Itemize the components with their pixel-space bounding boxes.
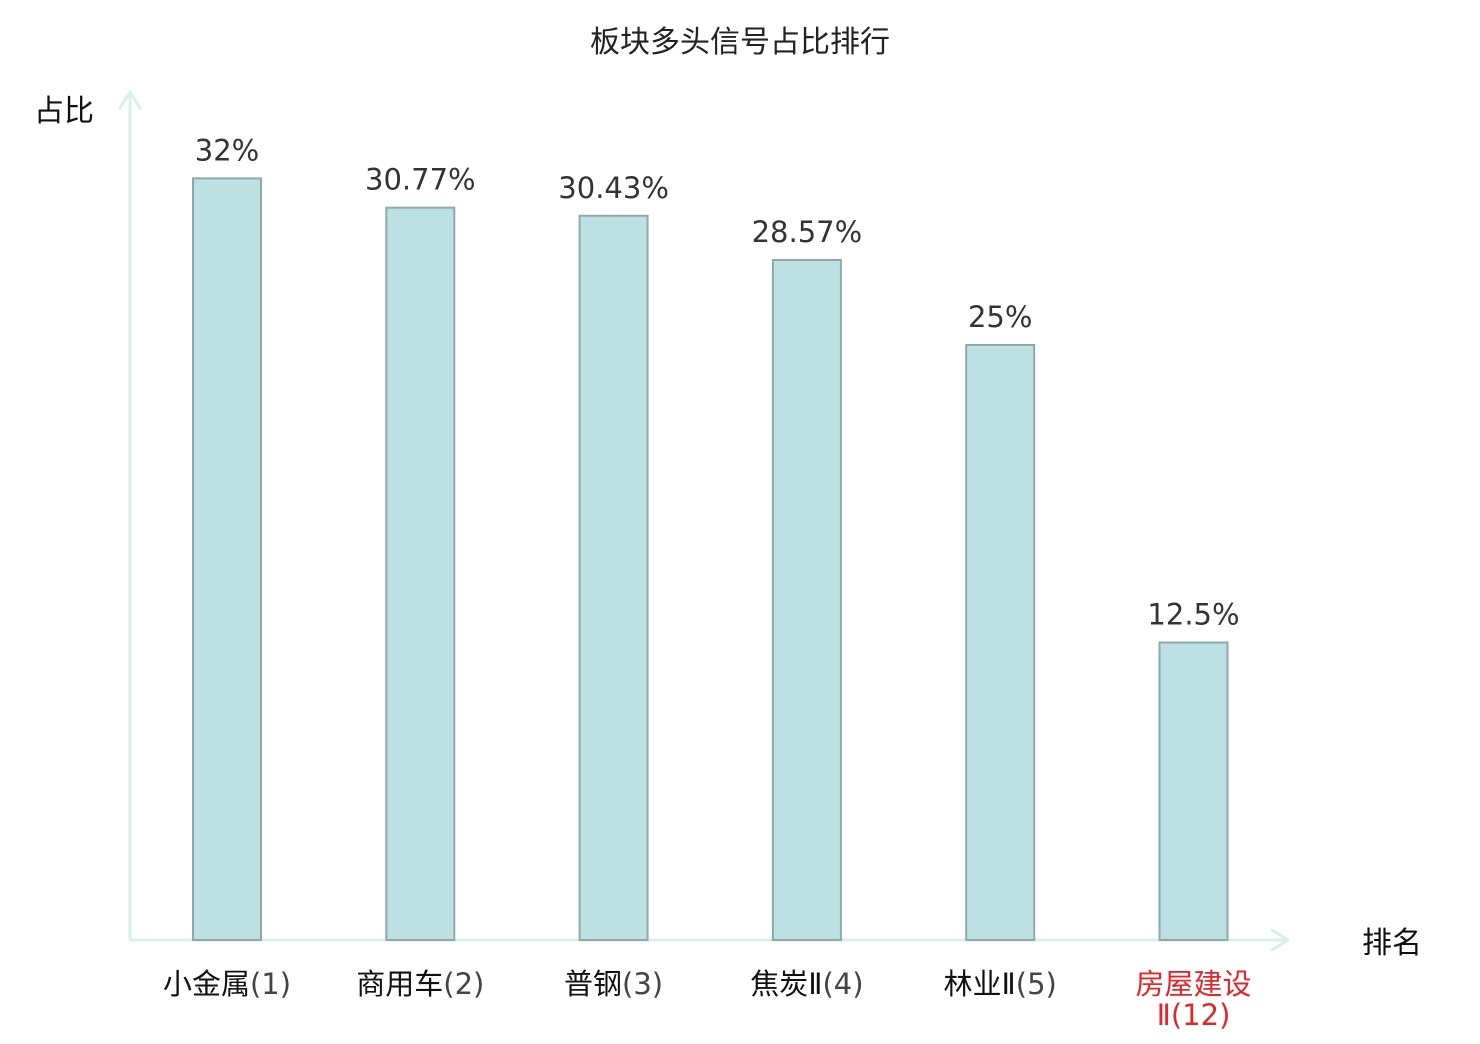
bar-value-label: 32% bbox=[195, 133, 259, 167]
bar bbox=[1158, 641, 1229, 941]
bar-value-label: 12.5% bbox=[1147, 598, 1239, 632]
bar bbox=[965, 344, 1036, 941]
bar bbox=[385, 206, 456, 941]
category-label: 房屋建设 bbox=[1135, 967, 1251, 1001]
category-label: 林业Ⅱ(5) bbox=[944, 967, 1057, 1001]
category-label: 焦炭Ⅱ(4) bbox=[750, 967, 863, 1001]
category-name: 林业Ⅱ bbox=[944, 967, 1016, 1001]
x-axis-label: 排名 bbox=[1362, 926, 1422, 961]
category-rank: Ⅱ(12) bbox=[1157, 998, 1231, 1032]
bar bbox=[192, 177, 262, 941]
category-label: 小金属(1) bbox=[163, 967, 291, 1001]
bars-group bbox=[192, 177, 1229, 942]
x-axis-arrow bbox=[1270, 928, 1290, 952]
bar bbox=[578, 214, 649, 942]
bar-value-label: 25% bbox=[968, 300, 1032, 334]
axes bbox=[118, 90, 1290, 952]
category-name: 普钢 bbox=[564, 967, 622, 1001]
category-rank: (2) bbox=[443, 967, 484, 1001]
value-labels-group: 32% 30.77% 30.43% 28.57% 25% 12.5% bbox=[195, 133, 1240, 631]
y-axis-arrow bbox=[118, 90, 142, 110]
y-axis-label: 占比 bbox=[34, 94, 94, 129]
chart-title: 板块多头信号占比排行 bbox=[590, 25, 890, 60]
bar bbox=[771, 259, 842, 941]
category-rank: (5) bbox=[1016, 967, 1057, 1001]
category-name: 小金属 bbox=[163, 967, 250, 1001]
category-name: 焦炭Ⅱ bbox=[750, 967, 822, 1001]
category-label: 普钢(3) bbox=[564, 967, 663, 1001]
category-rank: (4) bbox=[822, 967, 863, 1001]
bar-value-label: 30.77% bbox=[365, 163, 476, 197]
category-rank: (1) bbox=[250, 967, 291, 1001]
category-name: 商用车 bbox=[356, 967, 443, 1001]
category-rank: (3) bbox=[622, 967, 663, 1001]
bar-value-label: 28.57% bbox=[752, 215, 863, 249]
category-label: 商用车(2) bbox=[356, 967, 484, 1001]
bar-value-label: 30.43% bbox=[558, 171, 669, 205]
